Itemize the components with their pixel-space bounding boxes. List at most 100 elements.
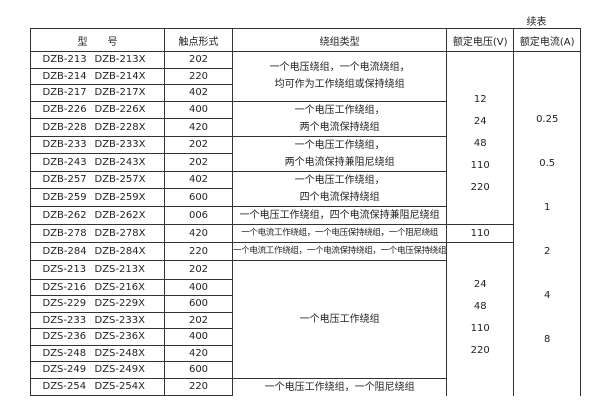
winding-text: 一个电流工作绕组，一个电压保持绕组，一个阻尼绕组	[241, 227, 438, 238]
current-value: 4	[544, 289, 551, 301]
model-cell: DZS-216 DZS-216X	[30, 278, 165, 296]
winding-text: 四个电流保持绕组	[299, 191, 380, 203]
model-cell: DZB-228 DZB-228X	[30, 118, 165, 137]
model-cell: DZS-213 DZS-213X	[30, 259, 165, 280]
table-row: DZB-278 DZB-278X 420 一个电流工作绕组，一个电压保持绕组，一个阻尼…	[30, 223, 581, 243]
model-cell: DZB-284 DZB-284X	[30, 241, 165, 261]
voltage-value: 110	[470, 227, 490, 239]
winding-text: 均可作为工作绕组或保持绕组	[274, 79, 405, 91]
table-row: DZB-262 DZB-262X 006 一个电压工作绕组，四个电流保持兼阻尼绕组	[30, 205, 581, 225]
model-number-x: DZB-228X	[94, 121, 146, 133]
table-row: DZS-213 DZS-213X 202 一个电压工作绕组	[30, 259, 581, 379]
contact-cell: 600	[164, 295, 233, 313]
model-number: DZB-259	[42, 191, 87, 203]
current-value: 1	[544, 201, 551, 213]
model-number: DZB-226	[42, 104, 87, 116]
voltage-list: 12 24 48 110 220	[448, 53, 513, 223]
contact-cell: 220	[164, 67, 233, 85]
current-cell: 0.25 0.5 1 2 4 8	[513, 51, 582, 396]
model-number: DZB-257	[42, 174, 87, 186]
model-cell: DZS-248 DZS-248X	[30, 344, 165, 362]
contact-cell: 202	[164, 51, 233, 69]
contact-cell: 202	[164, 135, 233, 154]
continued-label: 续表	[526, 17, 547, 28]
winding-text: 一个电压工作绕组，	[294, 174, 385, 186]
table-row: DZB-284 DZB-284X 220 一个电流工作绕组，一个电流保持绕组，一个电压…	[30, 241, 581, 396]
model-number-x: DZB-217X	[94, 87, 146, 99]
voltage-value: 220	[470, 181, 490, 193]
table-row: DZS-254 DZS-254X 220 一个电压工作绕组，一个阻尼绕组	[30, 377, 581, 396]
header-row: 型 号 触点形式 绕组类型 额定电压(V) 额定电流(A)	[30, 28, 582, 52]
table-row: DZB-257 DZB-257X 402 一个电压工作绕组， 四个电流保持绕组	[30, 170, 581, 207]
voltage-list: 24 48 110 220	[448, 243, 513, 396]
model-cell: DZB-243 DZB-243X	[30, 153, 165, 172]
winding-cell: 一个电流工作绕组，一个电压保持绕组，一个阻尼绕组	[231, 223, 448, 243]
voltage-cell: 24 48 110 220	[446, 241, 515, 396]
voltage-value: 110	[470, 322, 490, 334]
model-number: DZS-236	[42, 331, 87, 343]
current-value: 0.25	[536, 113, 559, 125]
model-cell: DZB-262 DZB-262X	[30, 205, 165, 225]
model-number: DZS-229	[42, 298, 87, 310]
voltage-value: 220	[470, 344, 490, 356]
model-number-x: DZB-213X	[94, 54, 146, 66]
current-value: 0.5	[539, 157, 556, 169]
current-list: 0.25 0.5 1 2 4 8	[515, 54, 580, 394]
model-cell: DZS-249 DZS-249X	[30, 361, 165, 379]
header-winding: 绕组类型	[231, 28, 448, 52]
model-cell: DZB-213 DZB-213X	[30, 51, 165, 69]
model-number: DZB-262	[42, 209, 87, 221]
model-number: DZB-214	[42, 70, 87, 82]
current-value: 2	[544, 245, 551, 257]
table-row: DZS-216 DZS-216X 400	[30, 278, 581, 296]
model-number-x: DZS-216X	[94, 281, 145, 293]
model-number-x: DZB-284X	[94, 245, 146, 257]
model-number-x: DZB-262X	[94, 209, 146, 221]
model-cell: DZS-254 DZS-254X	[30, 377, 165, 396]
table-row: DZS-248 DZS-248X 420	[30, 344, 581, 362]
winding-cell: 一个电压工作绕组， 两个电流保持兼阻尼绕组	[231, 135, 448, 172]
winding-cell: 一个电压工作绕组，一个阻尼绕组	[231, 377, 448, 396]
winding-cell: 一个电压工作绕组， 四个电流保持绕组	[231, 170, 448, 207]
model-cell: DZB-217 DZB-217X	[30, 84, 165, 102]
model-number-x: DZS-254X	[94, 381, 145, 393]
winding-text: 一个电压工作绕组，一个阻尼绕组	[264, 381, 415, 393]
table-row: DZB-213 DZB-213X 202 一个电压绕组，一个电流绕组， 均可作为工作绕组…	[30, 51, 582, 396]
model-number-x: DZB-259X	[94, 191, 146, 203]
model-number-x: DZS-249X	[94, 364, 145, 376]
model-number-x: DZB-257X	[94, 174, 146, 186]
contact-cell: 402	[164, 170, 233, 189]
relay-spec-table: 型 号 触点形式 绕组类型 额定电压(V) 额定电流(A) DZB-213 DZB…	[30, 28, 582, 396]
contact-cell: 400	[164, 328, 233, 346]
model-number: DZB-217	[42, 87, 87, 99]
model-number: DZB-243	[42, 156, 87, 168]
model-number: DZS-213	[42, 264, 87, 275]
model-cell: DZS-233 DZS-233X	[30, 311, 165, 329]
model-number-x: DZB-226X	[94, 104, 146, 116]
winding-text: 一个电流工作绕组，一个电流保持绕组，一个电压保持绕组	[233, 245, 447, 256]
winding-text: 两个电流保持绕组	[299, 121, 380, 133]
model-number-x: DZS-233X	[94, 314, 145, 326]
contact-cell: 220	[164, 377, 233, 396]
model-cell: DZB-233 DZB-233X	[30, 135, 165, 154]
voltage-value: 48	[473, 137, 487, 149]
contact-cell: 420	[164, 118, 233, 137]
contact-cell: 600	[164, 361, 233, 379]
winding-cell: 一个电压工作绕组， 两个电流保持绕组	[231, 100, 448, 137]
contact-cell: 402	[164, 84, 233, 102]
model-number: DZB-213	[42, 54, 87, 66]
model-number: DZS-248	[42, 347, 87, 359]
model-number-x: DZB-243X	[94, 156, 146, 168]
contact-cell: 006	[164, 205, 233, 225]
voltage-value: 24	[473, 115, 487, 127]
winding-text: 两个电流保持兼阻尼绕组	[284, 156, 395, 168]
contact-cell: 400	[164, 100, 233, 119]
winding-text: 一个电压工作绕组，四个电流保持兼阻尼绕组	[239, 209, 440, 221]
winding-cell: 一个电压工作绕组，四个电流保持兼阻尼绕组	[231, 205, 448, 225]
model-number-x: DZS-213X	[94, 264, 145, 275]
contact-cell: 202	[164, 153, 233, 172]
voltage-cell: 12 24 48 110 220	[446, 51, 515, 225]
model-number-x: DZB-233X	[94, 139, 146, 151]
winding-cell: 一个电流工作绕组，一个电流保持绕组，一个电压保持绕组	[231, 241, 448, 261]
header-contact: 触点形式	[164, 28, 233, 52]
